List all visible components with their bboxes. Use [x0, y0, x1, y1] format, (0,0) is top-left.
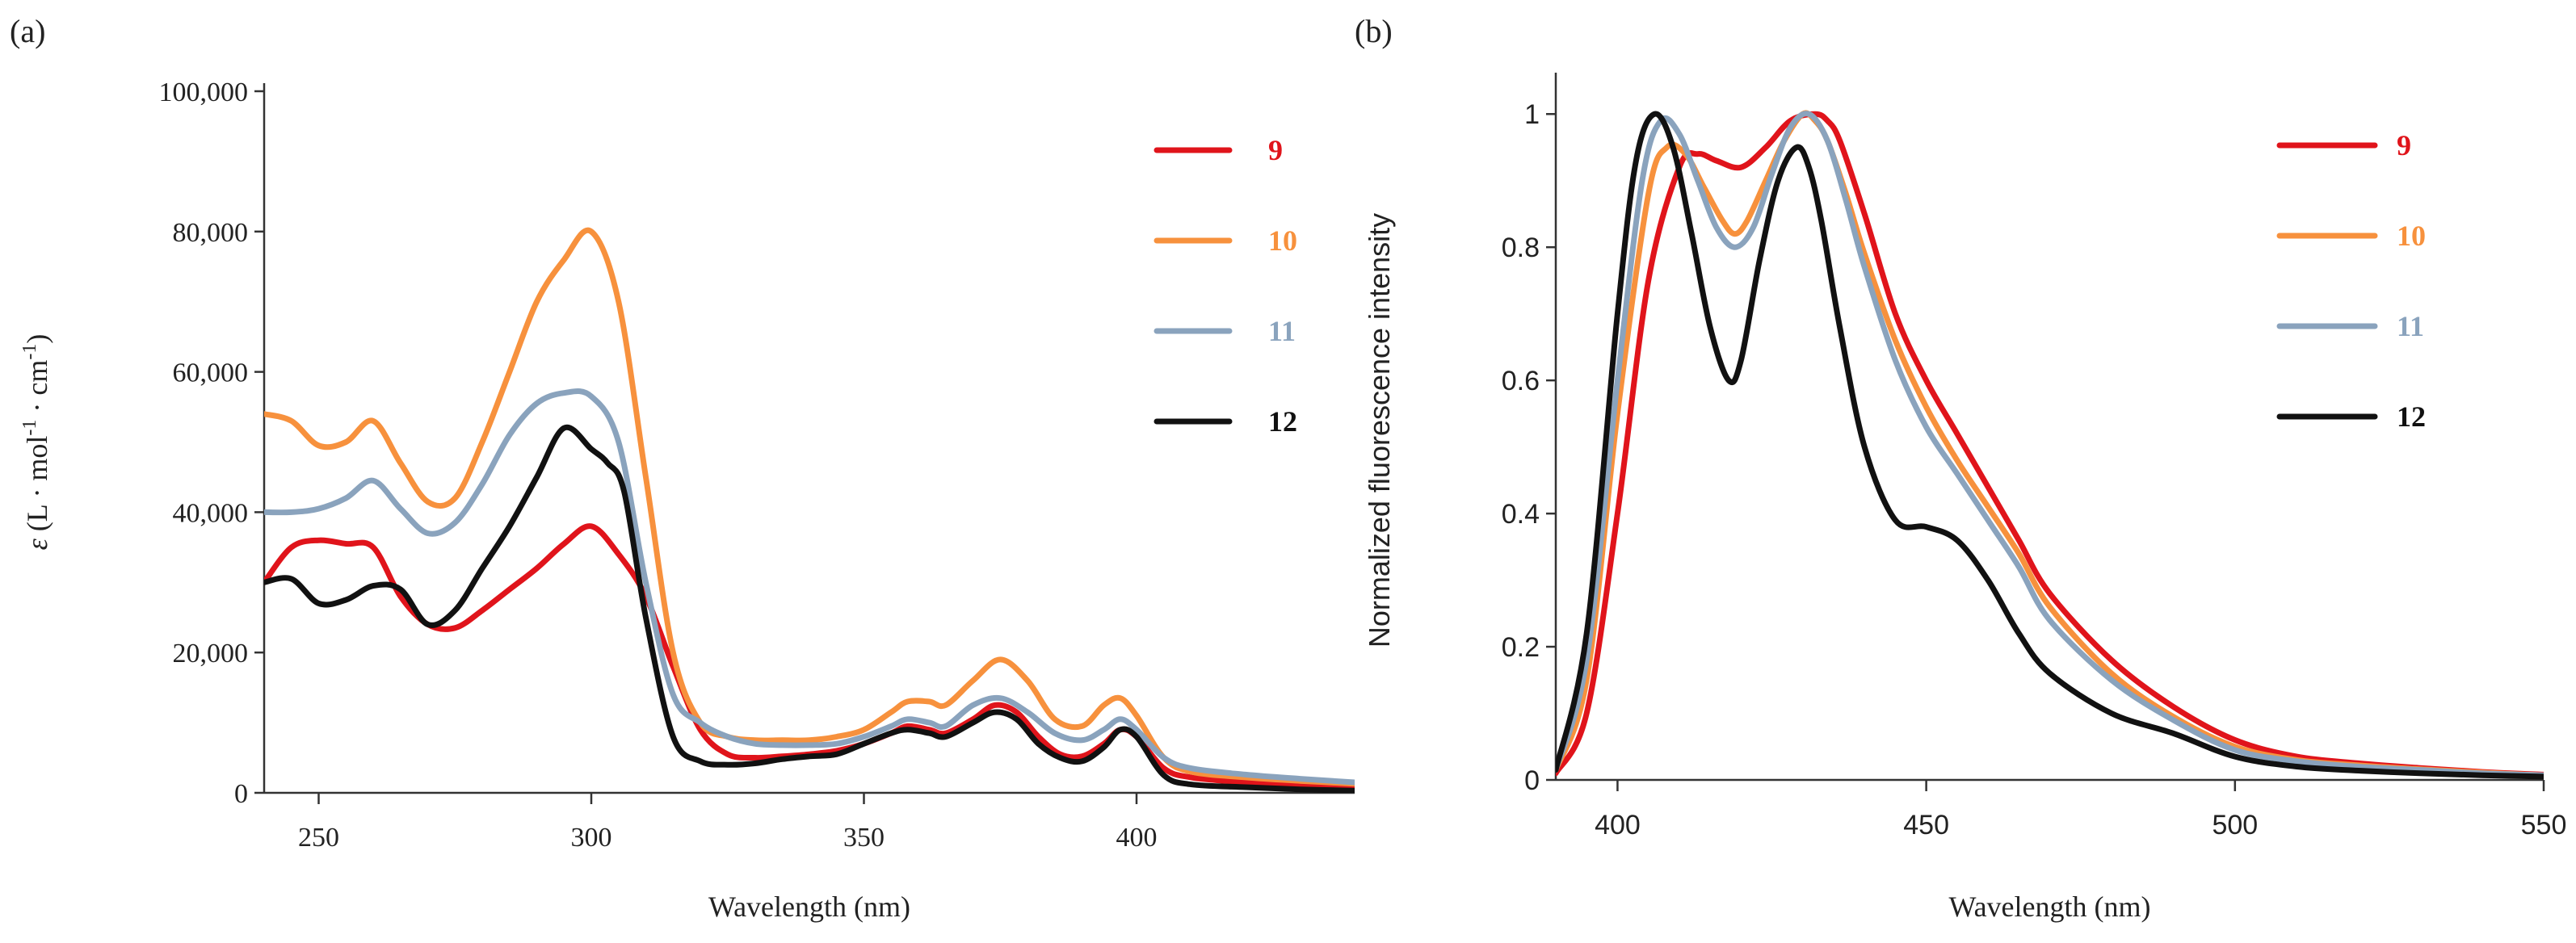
panel-a-y-tick-label: 60,000: [173, 358, 249, 388]
panel-a-series-12-line: [264, 424, 1355, 793]
panel-b-label: (b): [1355, 13, 1393, 49]
panel-b-series-11-line: [1556, 111, 2544, 778]
panel-a-y-tick-label: 100,000: [159, 78, 249, 107]
panel-b-x-tick-label: 500: [2212, 810, 2258, 840]
panel-a-x-tick-label: 350: [843, 823, 885, 853]
panel-a-legend-label-12: 12: [1268, 405, 1297, 438]
panel-a-x-tick-label: 300: [571, 823, 612, 853]
panel-b-series-12-line: [1556, 111, 2544, 780]
panel-a-y-tick-label: 80,000: [173, 218, 249, 248]
panel-a-legend-label-9: 9: [1268, 134, 1283, 166]
panel-a-y-tick-label: 40,000: [173, 498, 249, 528]
panel-b-legend-label-11: 11: [2397, 310, 2424, 342]
panel-b-y-tick-label: 0.4: [1502, 499, 1540, 530]
panel-a: (a) 0 20,000 40,000 60,000 80,000 100,000 250 30…: [10, 13, 1355, 923]
panel-b: (b) 0 0.2 0.4 0.6 0.8 1 400 450 500 550 Wavelength …: [1355, 13, 2566, 923]
panel-b-legend-label-10: 10: [2397, 220, 2426, 252]
panel-a-series-10-line: [264, 227, 1355, 787]
panel-b-x-tick-label: 550: [2521, 810, 2567, 840]
panel-b-x-axis-title: Wavelength (nm): [1948, 891, 2150, 923]
panel-a-y-axis-title: ε (L · mol-1 · cm-1): [19, 334, 53, 551]
panel-a-legend-label-11: 11: [1268, 315, 1296, 347]
panel-a-x-tick-label: 250: [298, 823, 339, 853]
panel-b-y-axis-title: Normalized fluorescence intensity: [1363, 213, 1396, 648]
panel-a-legend-label-10: 10: [1268, 224, 1297, 257]
panel-b-y-tick-label: 0.8: [1502, 233, 1540, 263]
panel-b-legend-label-9: 9: [2397, 129, 2411, 161]
panel-b-y-tick-label: 1: [1524, 99, 1540, 130]
panel-a-y-tick-label: 20,000: [173, 639, 249, 668]
panel-b-x-tick-label: 400: [1595, 810, 1641, 840]
panel-a-x-tick-label: 400: [1116, 823, 1158, 853]
panel-a-label: (a): [10, 13, 45, 49]
panel-b-y-tick-label: 0: [1524, 765, 1540, 796]
panel-b-y-tick-label: 0.6: [1502, 366, 1540, 396]
panel-b-legend-label-12: 12: [2397, 400, 2426, 433]
panel-a-y-tick-label: 0: [234, 779, 248, 809]
panel-b-series-9-line: [1556, 111, 2544, 777]
panel-a-series-11-line: [264, 388, 1355, 786]
panel-a-x-axis-title: Wavelength (nm): [708, 891, 910, 923]
panel-b-x-tick-label: 450: [1903, 810, 1949, 840]
panel-b-y-tick-label: 0.2: [1502, 632, 1540, 663]
